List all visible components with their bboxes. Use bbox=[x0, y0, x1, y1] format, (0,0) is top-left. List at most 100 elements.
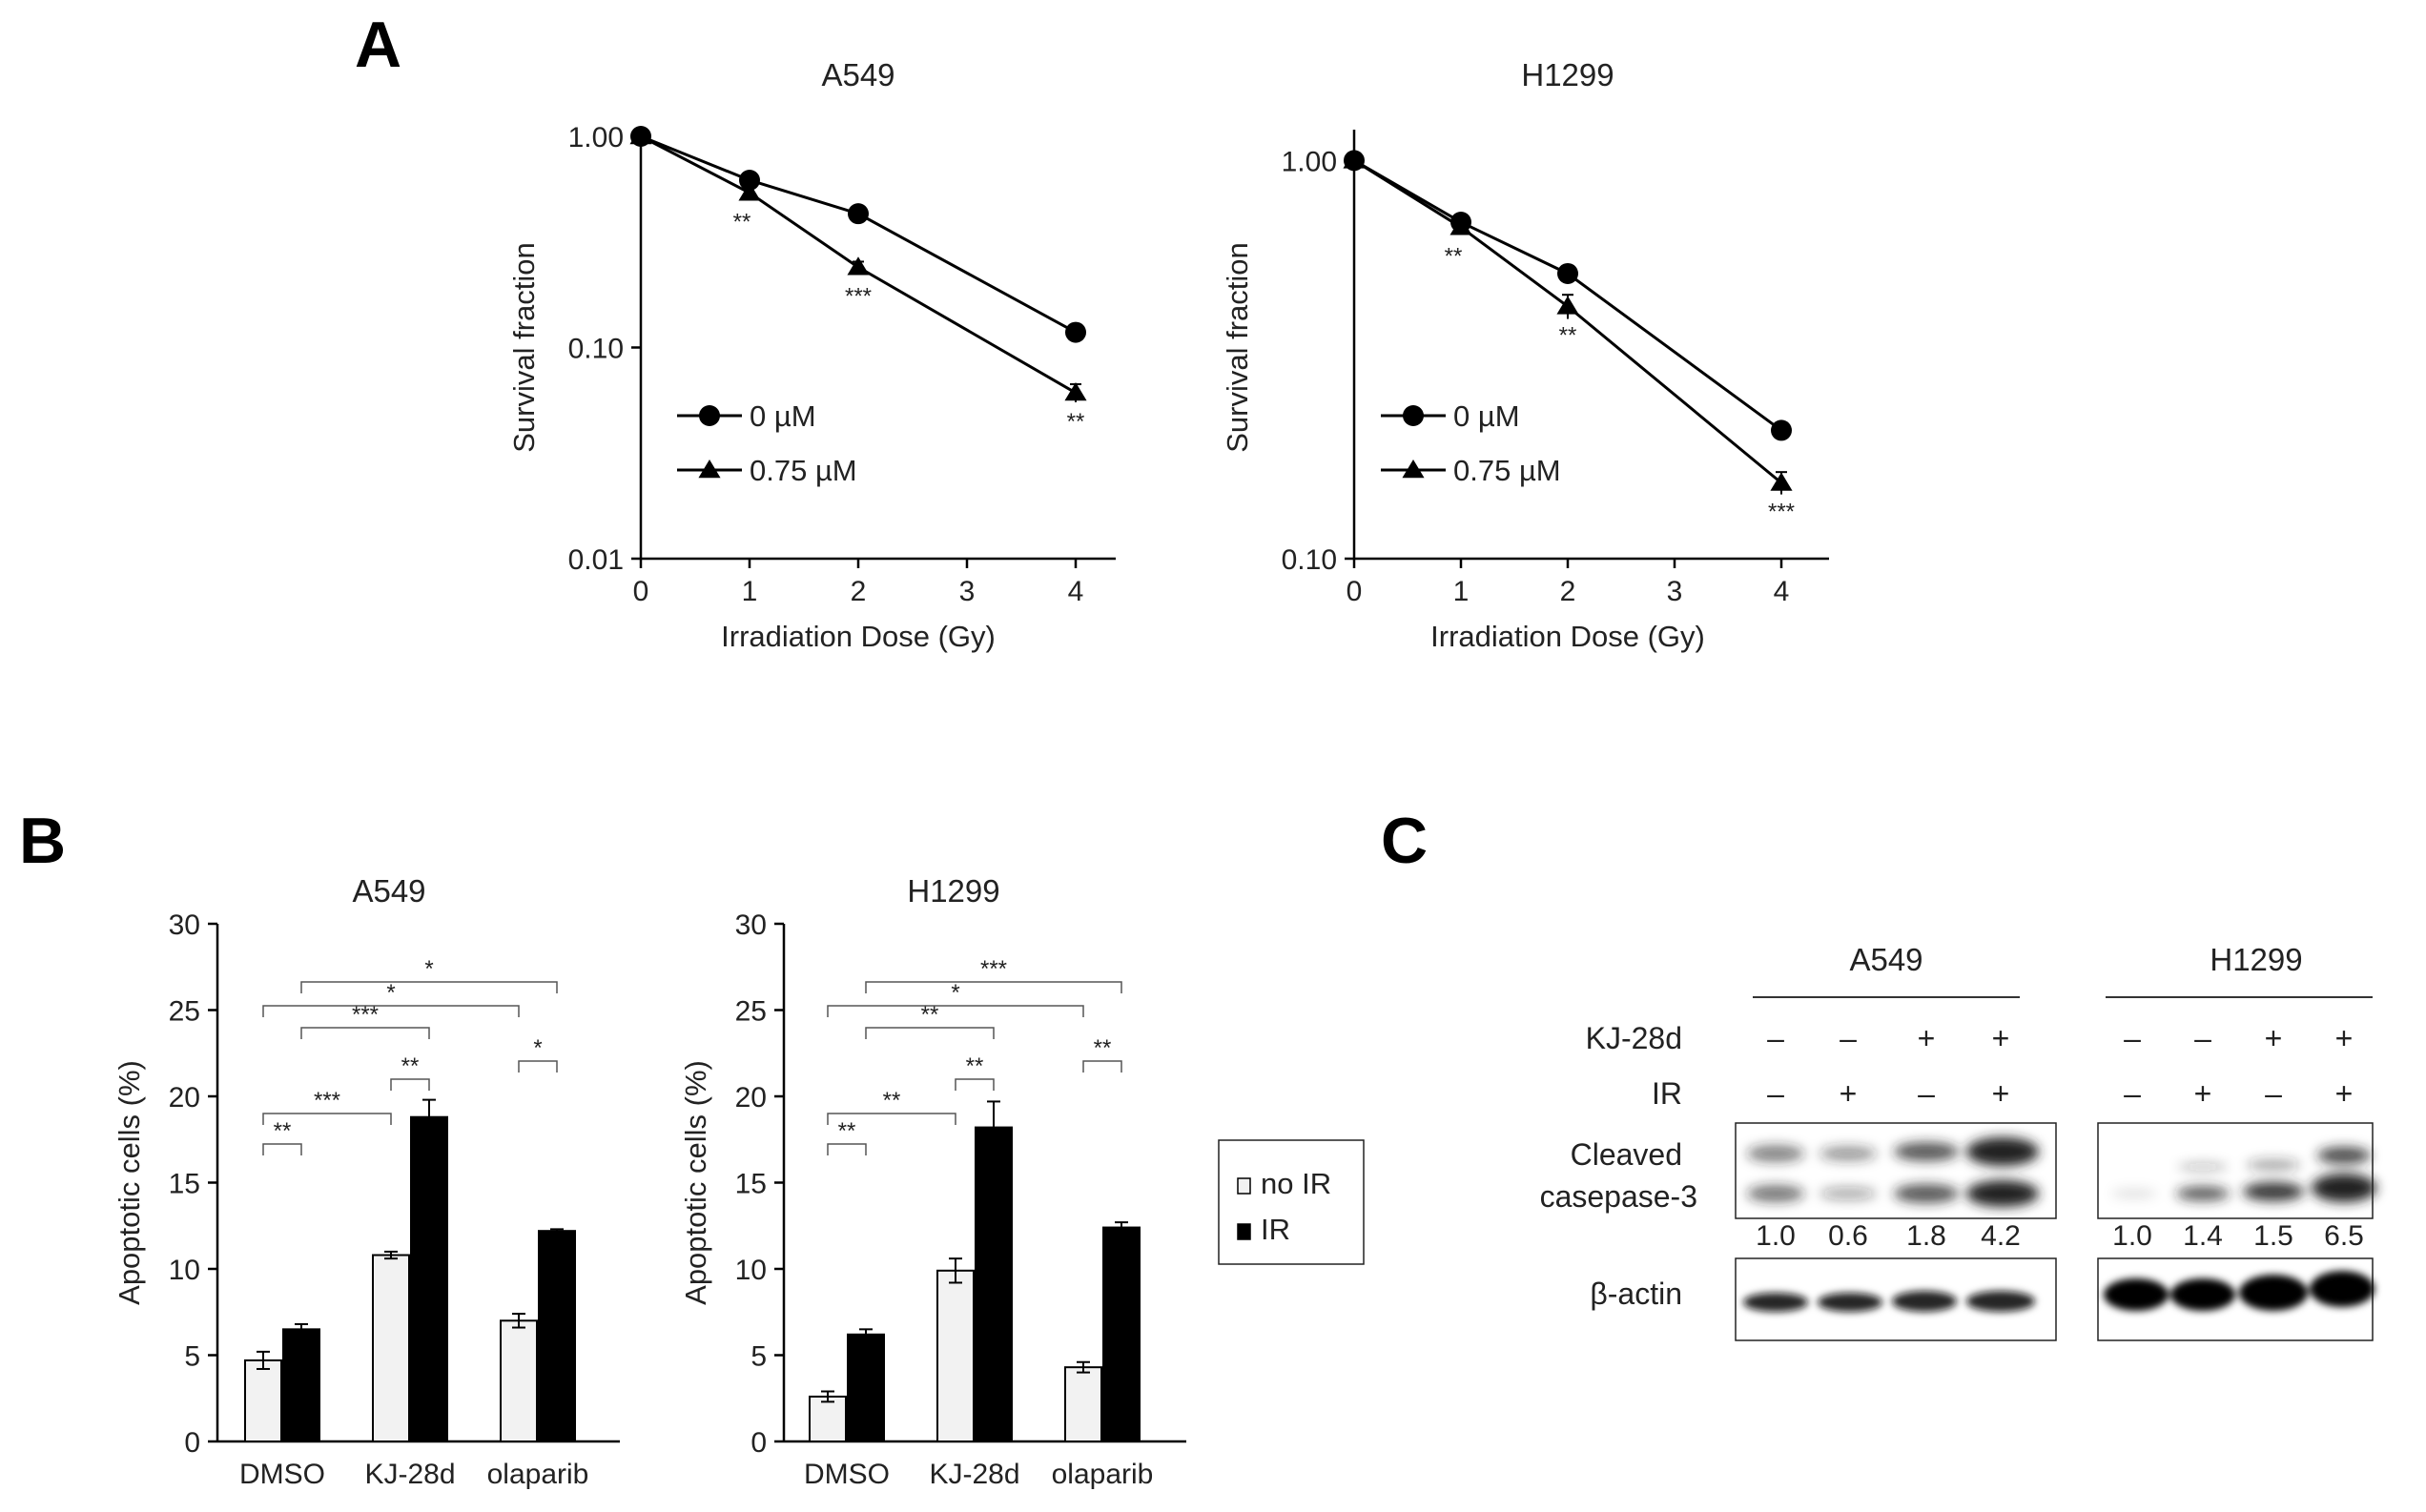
blot-h1299-cleaved-caspase3 bbox=[2097, 1122, 2376, 1219]
bar-dmso-ir bbox=[847, 1333, 885, 1443]
data-point-triangle bbox=[1343, 150, 1366, 169]
blot-a549-cleaved-caspase3 bbox=[1735, 1122, 2057, 1219]
data-point-triangle bbox=[1449, 216, 1472, 235]
significance-marker: ** bbox=[1067, 409, 1085, 435]
x-tick-label: 3 bbox=[1667, 576, 1683, 607]
wb-quant-value: 0.6 bbox=[1828, 1220, 1868, 1252]
significance-bracket bbox=[390, 1078, 430, 1091]
bar-kj-28d-no-ir bbox=[372, 1254, 410, 1443]
series-line-0 bbox=[640, 134, 1077, 334]
chart-title: H1299 bbox=[907, 873, 999, 909]
data-point-triangle bbox=[629, 126, 652, 145]
y-tick-label: 5 bbox=[184, 1341, 200, 1373]
wb-sign-ir: – bbox=[1918, 1076, 1935, 1111]
wb-sign-ir: – bbox=[2124, 1076, 2141, 1111]
panel-label-b: B bbox=[19, 805, 66, 877]
wb-row-label-kj28d: KJ-28d bbox=[1586, 1021, 1682, 1055]
significance-marker: ** bbox=[1559, 322, 1577, 348]
significance-bracket bbox=[262, 1113, 392, 1125]
significance-marker: *** bbox=[980, 956, 1007, 982]
bar-dmso-ir bbox=[282, 1328, 320, 1442]
y-axis-label: Survival fraction bbox=[507, 242, 541, 453]
wb-quant-value: 1.5 bbox=[2253, 1220, 2293, 1252]
wb-label-cleaved: Cleaved bbox=[1571, 1137, 1682, 1172]
wb-sign-kj28d: + bbox=[1992, 1021, 2010, 1055]
significance-marker: * bbox=[951, 980, 959, 1006]
x-tick-label: 0 bbox=[633, 576, 649, 607]
bar-olaparib-ir bbox=[538, 1230, 576, 1443]
x-axis-label: Irradiation Dose (Gy) bbox=[1430, 620, 1705, 653]
x-category-label: DMSO bbox=[239, 1459, 325, 1490]
bar-kj-28d-ir bbox=[975, 1126, 1013, 1442]
y-tick-label: 10 bbox=[169, 1255, 200, 1286]
significance-marker: ** bbox=[883, 1088, 901, 1114]
y-tick-label: 30 bbox=[735, 909, 767, 941]
wb-sign-ir: – bbox=[1767, 1076, 1784, 1111]
x-category-label: olaparib bbox=[1052, 1459, 1154, 1490]
legend-label: 0 µM bbox=[750, 399, 816, 433]
significance-marker: ** bbox=[838, 1118, 856, 1144]
y-tick-label: 10 bbox=[735, 1255, 767, 1286]
data-point-circle bbox=[1065, 321, 1086, 343]
legend-label: 0.75 µM bbox=[1453, 454, 1561, 487]
chart-title: H1299 bbox=[1521, 57, 1614, 92]
significance-marker: ** bbox=[921, 1002, 939, 1028]
x-tick-label: 4 bbox=[1774, 576, 1790, 607]
significance-marker: * bbox=[533, 1035, 542, 1061]
chart-title: A549 bbox=[352, 873, 425, 909]
y-axis-label: Apoptotic cells (%) bbox=[113, 1060, 146, 1305]
y-tick-label: 0.01 bbox=[568, 544, 624, 576]
data-point-triangle bbox=[738, 182, 761, 201]
blot-a549-actin bbox=[1735, 1257, 2057, 1341]
y-tick-label: 20 bbox=[169, 1082, 200, 1114]
wb-sign-kj28d: – bbox=[2124, 1021, 2141, 1055]
significance-marker: *** bbox=[314, 1088, 340, 1114]
wb-sign-ir: – bbox=[2265, 1076, 2282, 1111]
y-tick-label: 5 bbox=[750, 1341, 767, 1373]
significance-marker: * bbox=[386, 980, 395, 1006]
x-tick-label: 2 bbox=[851, 576, 867, 607]
wb-sign-ir: + bbox=[1840, 1076, 1858, 1111]
western-blot: A549 H1299 KJ-28d IR – – – + + – + + – – – + + – + + Cl… bbox=[1540, 942, 2376, 1341]
bar-dmso-no-ir bbox=[244, 1359, 282, 1443]
bar-olaparib-ir bbox=[1102, 1226, 1141, 1443]
series-line-1 bbox=[1353, 159, 1782, 484]
panel-label-c: C bbox=[1381, 805, 1428, 877]
wb-quant-value: 1.0 bbox=[1756, 1220, 1796, 1252]
significance-bracket bbox=[827, 1005, 1084, 1017]
y-tick-label: 0.10 bbox=[1282, 544, 1337, 576]
y-tick-label: 30 bbox=[169, 909, 200, 941]
significance-marker: ** bbox=[966, 1053, 984, 1079]
wb-quant-value: 6.5 bbox=[2324, 1220, 2364, 1252]
y-tick-label: 0.10 bbox=[568, 334, 624, 365]
significance-bracket bbox=[865, 1027, 995, 1039]
blot-h1299-actin bbox=[2097, 1257, 2375, 1341]
legend-marker-triangle bbox=[1402, 460, 1425, 479]
data-point-triangle bbox=[1770, 472, 1793, 491]
significance-marker: ** bbox=[1094, 1035, 1112, 1061]
significance-marker: ** bbox=[1445, 243, 1463, 269]
data-point-triangle bbox=[847, 256, 870, 276]
wb-sign-kj28d: – bbox=[1840, 1021, 1857, 1055]
x-category-label: olaparib bbox=[487, 1459, 589, 1490]
significance-bracket bbox=[262, 1143, 302, 1155]
significance-bracket bbox=[300, 981, 558, 993]
significance-bracket bbox=[262, 1005, 520, 1017]
significance-marker: ** bbox=[733, 209, 751, 235]
bar-olaparib-no-ir bbox=[1064, 1366, 1102, 1443]
significance-marker: *** bbox=[845, 283, 872, 309]
legend-label-no-ir: no IR bbox=[1261, 1167, 1331, 1200]
significance-bracket bbox=[865, 981, 1122, 993]
data-point-circle bbox=[739, 169, 760, 191]
wb-label-casepase: casepase-3 bbox=[1540, 1179, 1697, 1214]
wb-quant-value: 4.2 bbox=[1981, 1220, 2021, 1252]
significance-marker: *** bbox=[1768, 500, 1795, 525]
y-tick-label: 0 bbox=[184, 1427, 200, 1459]
wb-sign-ir: + bbox=[1992, 1076, 2010, 1111]
bar-dmso-no-ir bbox=[809, 1395, 847, 1442]
wb-sign-kj28d: + bbox=[2265, 1021, 2283, 1055]
wb-sign-kj28d: + bbox=[2335, 1021, 2354, 1055]
apoptosis-chart-h1299: H1299 0 5 10 15 20 25 30 Apoptotic cells (%) DMSO… bbox=[679, 873, 1186, 1490]
wb-cellline-a549: A549 bbox=[1849, 942, 1922, 977]
